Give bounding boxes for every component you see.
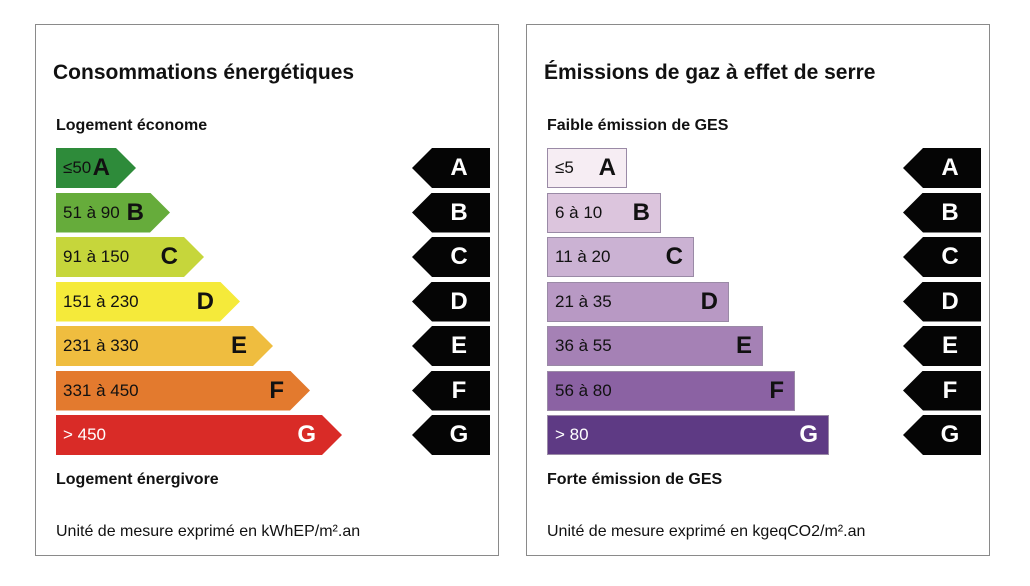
energy-class-range: 151 à 230 (63, 291, 139, 311)
energy-class-range: 231 à 330 (63, 336, 139, 355)
ges-marker-letter: B (941, 198, 959, 226)
energy-marker-d: D (412, 281, 490, 322)
ges-marker-c: C (903, 237, 981, 277)
ges-marker-letter: D (941, 287, 959, 315)
ges-marker-f: F (903, 370, 981, 411)
energy-marker-letter: F (451, 376, 467, 404)
energy-marker-letter: C (450, 243, 468, 270)
ges-emissions-panel: Émissions de gaz à effet de serre Faible… (526, 24, 990, 556)
ges-marker-letter: C (941, 243, 959, 270)
ges-class-bar-e: 36 à 55 E (547, 326, 763, 366)
ges-class-letter: A (598, 154, 616, 181)
energy-class-range: 91 à 150 (63, 247, 130, 266)
energy-class-bar-b: 51 à 90 B (56, 193, 170, 233)
ges-class-letter: F (769, 376, 784, 404)
ges-marker-b: B (903, 192, 981, 233)
ges-marker-letter: E (941, 332, 958, 359)
ges-marker-letter: G (940, 421, 960, 448)
energy-class-bar-d: 151 à 230 D (56, 282, 240, 322)
energy-class-range: ≤50 (63, 158, 92, 177)
energy-marker-a: A (412, 148, 490, 188)
ges-class-bar-f: 56 à 80 F (547, 370, 795, 411)
ges-unit-note: Unité de mesure exprimé en kgeqCO2/m².an (547, 523, 866, 540)
ges-panel-title: Émissions de gaz à effet de serre (544, 61, 876, 84)
ges-class-range: ≤5 (555, 158, 574, 177)
energy-unit-note: Unité de mesure exprimé en kWhEP/m².an (56, 523, 361, 540)
energy-class-letter: B (126, 198, 144, 226)
ges-class-range: 36 à 55 (555, 336, 612, 355)
energy-class-bar-g: > 450 G (56, 415, 342, 455)
energy-marker-letter: A (450, 154, 468, 181)
energy-class-bar-f: 331 à 450 F (56, 371, 310, 411)
energy-bottom-label: Logement énergivore (56, 471, 219, 488)
energy-top-label: Logement économe (56, 117, 208, 134)
ges-class-range: > 80 (555, 425, 589, 444)
energy-marker-e: E (412, 326, 490, 366)
ges-class-letter: D (700, 287, 718, 315)
energy-panel-title: Consommations énergétiques (53, 61, 355, 84)
ges-class-range: 21 à 35 (555, 291, 612, 311)
energy-marker-letter: G (449, 421, 469, 448)
ges-class-bar-a: ≤5 A (547, 148, 627, 188)
energy-marker-g: G (412, 415, 490, 455)
ges-class-range: 11 à 20 (555, 247, 611, 266)
ges-class-range: 56 à 80 (555, 380, 612, 400)
energy-marker-letter: B (450, 198, 468, 226)
ges-bottom-label: Forte émission de GES (547, 471, 723, 488)
ges-class-letter: B (632, 198, 650, 226)
energy-class-bar-e: 231 à 330 E (56, 326, 273, 366)
ges-marker-letter: F (942, 376, 958, 404)
energy-class-letter: C (160, 243, 178, 270)
energy-class-letter: D (196, 287, 214, 315)
ges-marker-a: A (903, 148, 981, 188)
ges-marker-letter: A (941, 154, 959, 181)
energy-marker-letter: E (450, 332, 467, 359)
energy-class-letter: F (269, 376, 284, 404)
ges-class-range: 6 à 10 (555, 202, 603, 222)
ges-marker-d: D (903, 281, 981, 322)
energy-class-range: 51 à 90 (63, 202, 120, 222)
energy-class-range: 331 à 450 (63, 380, 139, 400)
ges-top-label: Faible émission de GES (547, 117, 729, 134)
energy-class-range: > 450 (63, 425, 107, 444)
energy-class-bar-a: ≤50 A (56, 148, 136, 188)
energy-class-letter: A (92, 154, 110, 181)
ges-class-letter: G (799, 421, 818, 448)
ges-class-bar-d: 21 à 35 D (547, 281, 729, 322)
energy-class-bar-c: 91 à 150 C (56, 237, 204, 277)
energy-marker-f: F (412, 370, 490, 411)
ges-class-letter: C (665, 243, 683, 270)
ges-class-bar-b: 6 à 10 B (547, 192, 661, 233)
energy-marker-b: B (412, 192, 490, 233)
energy-class-letter: E (230, 332, 247, 359)
energy-class-letter: G (297, 421, 316, 448)
ges-class-bar-g: > 80 G (547, 415, 829, 455)
ges-marker-g: G (903, 415, 981, 455)
ges-class-letter: E (735, 332, 752, 359)
energy-marker-letter: D (450, 287, 468, 315)
energy-consumption-panel: Consommations énergétiques Logement écon… (35, 24, 499, 556)
energy-marker-c: C (412, 237, 490, 277)
ges-marker-e: E (903, 326, 981, 366)
ges-class-bar-c: 11 à 20 C (547, 237, 694, 277)
